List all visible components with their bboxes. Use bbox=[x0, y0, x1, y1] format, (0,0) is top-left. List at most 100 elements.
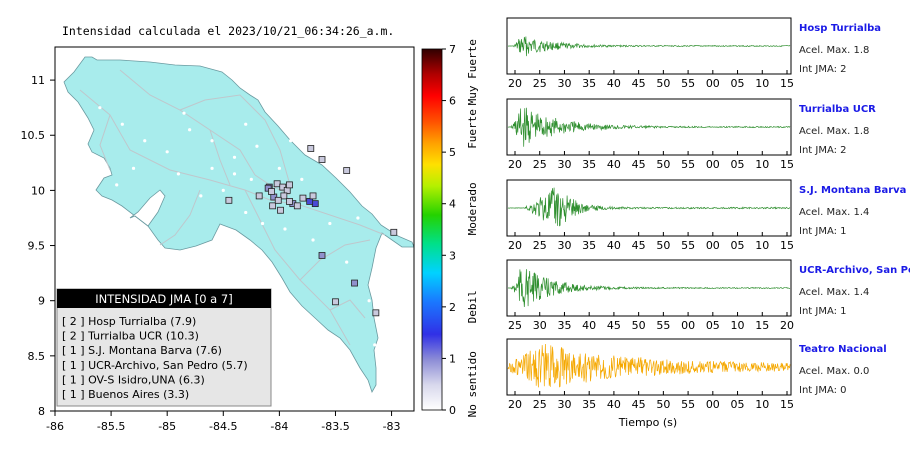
land-polygon bbox=[63, 56, 415, 393]
legend-entry: [ 2 ] Turrialba UCR (10.3) bbox=[62, 330, 199, 343]
panel-x-tick-label: 00 bbox=[706, 77, 720, 90]
legend-title: INTENSIDAD JMA [0 a 7] bbox=[95, 292, 232, 306]
legend-header bbox=[57, 289, 271, 308]
town-dot bbox=[345, 260, 349, 264]
y-tick-label: 9.5 bbox=[28, 240, 46, 253]
seismogram-panel: 20 25 30 35 40 45 50 55 00 05 10 15 Teatro Nacional A… bbox=[506, 338, 887, 411]
road bbox=[299, 204, 386, 236]
road bbox=[299, 239, 371, 281]
panel-x-tick-label: 50 bbox=[656, 158, 670, 171]
station-accel: Acel. Max. 0.0 bbox=[799, 366, 869, 377]
legend-entry: [ 1 ] UCR-Archivo, San Pedro (5.7) bbox=[62, 359, 248, 372]
panel-x-tick-label: 25 bbox=[533, 398, 547, 411]
town-dot bbox=[199, 194, 203, 198]
panel-x-tick-label: 10 bbox=[755, 158, 769, 171]
panel-x-tick-label: 10 bbox=[755, 239, 769, 252]
town-dot bbox=[288, 139, 293, 143]
station-accel: Acel. Max. 1.8 bbox=[799, 45, 869, 56]
station-jma: Int JMA: 2 bbox=[799, 145, 847, 156]
panel-x-tick-label: 00 bbox=[706, 239, 720, 252]
station-name: S.J. Montana Barva bbox=[799, 185, 906, 196]
town-dot bbox=[389, 332, 394, 336]
y-tick-label: 8 bbox=[38, 405, 45, 418]
colorbar-category-label: Moderado bbox=[466, 182, 479, 235]
legend-box bbox=[56, 288, 272, 407]
panel-x-tick-label: 15 bbox=[780, 77, 794, 90]
town-dot bbox=[98, 106, 102, 110]
town-dot bbox=[188, 128, 192, 132]
panel-x-tick-label: 20 bbox=[508, 158, 522, 171]
x-tick-label: -83 bbox=[383, 420, 401, 433]
town-dot bbox=[232, 155, 237, 159]
panel-x-tick-label: 45 bbox=[632, 158, 646, 171]
intensity-map: Intensidad calculada el 2023/10/21_06:34… bbox=[21, 24, 480, 433]
road bbox=[79, 89, 301, 206]
town-dot bbox=[373, 343, 377, 347]
town-dot bbox=[311, 238, 315, 242]
road bbox=[244, 189, 351, 346]
panel-x-tick-label: 30 bbox=[533, 319, 547, 332]
panel-x-tick-label: 15 bbox=[780, 158, 794, 171]
road bbox=[159, 189, 201, 246]
station-marker bbox=[307, 145, 315, 152]
panel-x-tick-label: 25 bbox=[533, 239, 547, 252]
town-dot bbox=[232, 172, 237, 176]
station-jma: Int JMA: 1 bbox=[799, 306, 847, 317]
town-dot bbox=[120, 122, 124, 126]
town-dot bbox=[328, 221, 332, 226]
road bbox=[99, 114, 111, 171]
panel-x-tick-label: 15 bbox=[780, 398, 794, 411]
x-tick-label: -84.5 bbox=[209, 420, 237, 433]
panel-x-tick-label: 55 bbox=[681, 77, 695, 90]
town-dot bbox=[249, 177, 253, 181]
station-marker bbox=[274, 196, 282, 204]
y-tick-label: 11 bbox=[31, 74, 45, 87]
x-tick-label: -83.5 bbox=[321, 420, 349, 433]
town-dot bbox=[131, 166, 136, 170]
colorbar-tick-label: 0 bbox=[449, 404, 456, 417]
colorbar-category-label: No sentido bbox=[466, 351, 479, 417]
panel-x-tick-label: 50 bbox=[656, 239, 670, 252]
road bbox=[329, 299, 366, 319]
colorbar-tick-label: 4 bbox=[449, 198, 456, 211]
colorbar-category-labels: No sentido Debil Moderado Fuerte Muy Fuerte bbox=[466, 39, 479, 417]
colorbar: 0 1 2 3 4 5 6 7 No sentido Debil Moderado Fuerte Mu… bbox=[421, 39, 479, 417]
waveform-trace bbox=[507, 107, 791, 147]
panel-x-tick-label: 10 bbox=[731, 319, 745, 332]
panel-x-tick-label: 20 bbox=[508, 77, 522, 90]
road bbox=[179, 94, 291, 186]
colorbar-tick-label: 3 bbox=[449, 249, 456, 262]
colorbar-tick-label: 1 bbox=[449, 352, 456, 365]
panel-x-tick-label: 35 bbox=[582, 398, 596, 411]
legend-entry: [ 1 ] S.J. Montana Barva (7.6) bbox=[62, 344, 222, 357]
colorbar-tick-label: 6 bbox=[449, 95, 456, 108]
town-dot bbox=[367, 299, 371, 303]
station-name: UCR-Archivo, San Pedro bbox=[799, 265, 910, 276]
station-marker bbox=[372, 309, 380, 317]
panel-x-tick-label: 05 bbox=[706, 319, 720, 332]
town-dot bbox=[221, 188, 225, 192]
station-marker bbox=[280, 192, 288, 200]
town-dot bbox=[165, 150, 169, 154]
station-marker bbox=[255, 192, 263, 200]
town-dot bbox=[356, 216, 360, 220]
panel-x-tick-label: 00 bbox=[681, 319, 695, 332]
station-marker bbox=[286, 181, 293, 189]
town-dot bbox=[244, 210, 248, 215]
station-marker bbox=[332, 298, 339, 306]
panel-x-tick-label: 30 bbox=[557, 398, 571, 411]
panel-x-tick-label: 15 bbox=[780, 239, 794, 252]
road-network bbox=[79, 69, 386, 346]
station-marker bbox=[273, 180, 281, 188]
colorbar-category-label: Debil bbox=[466, 290, 479, 323]
panel-x-tick-label: 40 bbox=[607, 239, 621, 252]
town-dot bbox=[143, 139, 147, 143]
station-marker bbox=[390, 228, 398, 236]
town-dot bbox=[210, 166, 214, 170]
panel-x-tick-label: 20 bbox=[508, 239, 522, 252]
time-axis-label: Tiempo (s) bbox=[618, 416, 677, 429]
town-dot bbox=[176, 172, 181, 176]
town-dot bbox=[283, 227, 287, 231]
town-dot bbox=[115, 183, 119, 187]
